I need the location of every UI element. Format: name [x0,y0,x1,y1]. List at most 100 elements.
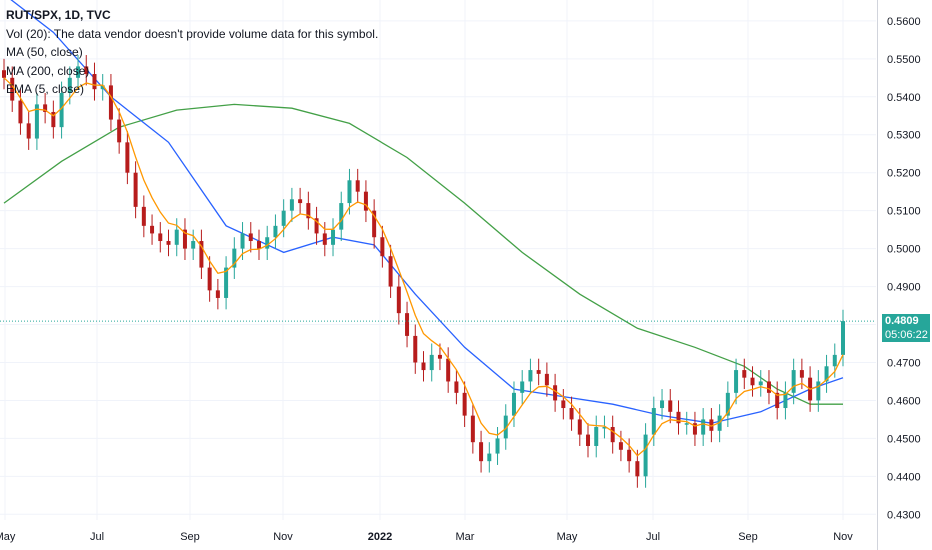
bar-body [248,233,253,242]
bar-body [174,229,179,245]
bar-body [67,77,72,93]
ma50-indicator-label[interactable]: MA (50, close) [6,45,83,59]
price-bar [265,225,270,260]
bar-body [339,203,344,230]
price-bar [158,222,163,253]
price-bar [141,195,146,238]
bar-body [396,286,401,314]
price-bar [528,358,533,393]
price-bars [2,55,845,488]
price-bar [215,278,220,310]
chart-legend: RUT/SPX, 1D, TVC Vol (20): The data vend… [6,6,378,99]
bar-body [446,358,451,382]
bar-body [413,335,418,363]
price-bar [289,187,294,223]
bar-body [758,381,763,386]
bar-body [322,233,327,245]
price-bar [816,370,821,412]
ma200-indicator-label[interactable]: MA (200, close) [6,63,90,78]
price-bar [454,370,459,405]
time-tick-label: Jul [646,531,660,543]
price-bar [207,256,212,302]
price-bar [232,237,237,279]
price-bar [306,191,311,230]
bar-body [182,229,187,249]
price-bar [536,358,541,386]
ema-indicator-label[interactable]: EMA (5, close) [6,82,85,96]
bar-body [26,123,31,139]
price-bar [586,423,591,458]
bar-body [832,354,837,367]
bar-body [627,449,632,462]
price-bar [51,100,56,139]
price-bar [734,358,739,405]
bar-body [544,373,549,386]
bar-body [660,400,665,409]
price-bar [10,66,15,112]
price-tick-label: 0.4400 [887,471,921,483]
price-bar [742,358,747,390]
bar-body [577,419,582,435]
price-tick-label: 0.4900 [887,282,921,294]
bar-body [511,392,516,416]
price-bar [594,415,599,458]
bar-body [528,370,533,382]
price-bar [660,389,665,420]
last-price-value: 0.4809 [885,315,919,328]
price-bar [487,442,492,473]
time-axis[interactable]: May Jul Sep Nov 2022 Mar May Jul Sep Nov [0,531,853,543]
price-tick-label: 0.5400 [887,92,921,104]
price-axis[interactable]: 0.5600 0.5500 0.5400 0.5300 0.5200 0.5100 0.50… [887,16,921,521]
bar-body [487,453,492,462]
price-bar [224,256,229,310]
symbol-title[interactable]: RUT/SPX, 1D, TVC [6,8,111,22]
bar-body [240,233,245,249]
price-bar [256,229,261,260]
price-bar [273,214,278,249]
price-bar [775,381,780,420]
price-bar [470,404,475,454]
bar-body [668,400,673,412]
bar-body [651,408,656,435]
price-bar [405,301,410,348]
ma200-line [3,103,843,405]
bar-body [479,442,484,462]
bar-body [783,392,788,409]
price-bar [750,366,755,397]
price-bar [561,389,566,420]
bar-body [289,199,294,211]
last-price-tag: 0.4809 [882,314,930,329]
price-bar [43,92,48,124]
bar-body [133,172,138,207]
bar-body [799,370,804,378]
price-bar [783,381,788,420]
bar-countdown-tag: 05:06:22 [882,328,930,343]
price-bar [174,218,179,257]
volume-indicator-label[interactable]: Vol (20): The data vendor doesn't provid… [6,26,379,41]
bar-countdown-value: 05:06:22 [885,329,928,342]
ema-series [3,77,844,457]
bar-body [709,419,714,431]
price-bar [503,404,508,450]
price-tick-label: 0.5000 [887,244,921,256]
price-bar [388,244,393,298]
bar-body [816,381,821,401]
bar-body [43,104,48,112]
bar-body [495,438,500,454]
bar-body [594,427,599,446]
price-bar [396,275,401,325]
price-bar [479,430,484,473]
bar-body [51,111,56,128]
price-bar [602,415,607,439]
bar-body [150,225,155,234]
price-bar [363,180,368,223]
price-bar [709,408,714,443]
bar-body [331,229,336,245]
price-bar [372,199,377,249]
bar-body [536,370,541,374]
bar-body [34,104,39,139]
price-tick-label: 0.5600 [887,16,921,28]
price-bar [413,324,418,374]
bar-body [84,66,89,75]
